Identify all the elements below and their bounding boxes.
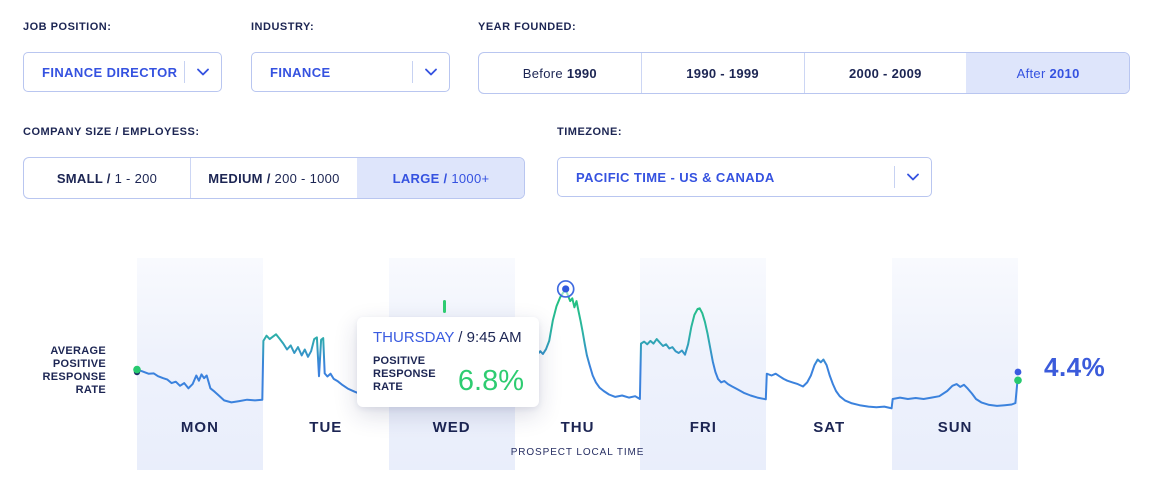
day-label: MON xyxy=(180,419,219,436)
day-label: SUN xyxy=(937,419,973,436)
day-label: SAT xyxy=(813,419,846,436)
response-rate-chart[interactable]: MON TUE WED THU FRI SAT SUN AVERAGE POSI… xyxy=(0,249,1154,494)
chevron-down-icon xyxy=(413,68,449,76)
day-column-tue: TUE xyxy=(263,258,389,470)
year-founded-filter: YEAR FOUNDED: Before 1990 1990 - 1999 20… xyxy=(478,21,1130,94)
series-start-dot xyxy=(133,365,141,374)
chart-plot[interactable] xyxy=(0,249,1154,494)
tooltip-metric-label: POSITIVE RESPONSE RATE xyxy=(373,355,436,393)
year-founded-segmented: Before 1990 1990 - 1999 2000 - 2009 Afte… xyxy=(478,52,1130,94)
day-column-sun: SUN xyxy=(892,258,1018,470)
highlight-point-dot xyxy=(562,285,570,293)
timezone-label: TIMEZONE: xyxy=(557,126,622,138)
avg-end-dot xyxy=(1014,368,1022,376)
company-size-filter: COMPANY SIZE / EMPLOYESS: SMALL / 1 - 20… xyxy=(23,126,525,199)
day-label: WED xyxy=(432,419,471,436)
divider xyxy=(894,166,895,188)
tooltip: THURSDAY / 9:45 AM POSITIVE RESPONSE RAT… xyxy=(357,317,539,407)
chevron-down-icon xyxy=(185,68,221,76)
job-position-filter: JOB POSITION: FINANCE DIRECTOR xyxy=(23,21,222,92)
job-position-label: JOB POSITION: xyxy=(23,21,112,33)
average-rate-value: 4.4% xyxy=(1044,352,1106,382)
industry-select[interactable]: FINANCE xyxy=(251,52,450,92)
timezone-select[interactable]: PACIFIC TIME - US & CANADA xyxy=(557,157,932,197)
company-size-label: COMPANY SIZE / EMPLOYESS: xyxy=(23,126,200,138)
year-option-1990-1999[interactable]: 1990 - 1999 xyxy=(640,53,804,93)
company-size-segmented: SMALL / 1 - 200 MEDIUM / 200 - 1000 LARG… xyxy=(23,157,525,199)
y-axis-label: AVERAGE POSITIVE RESPONSE RATE xyxy=(42,345,106,396)
year-founded-label: YEAR FOUNDED: xyxy=(478,21,577,33)
job-position-select[interactable]: FINANCE DIRECTOR xyxy=(23,52,222,92)
divider xyxy=(184,61,185,83)
response-rate-line xyxy=(136,288,1019,410)
day-column-fri: FRI xyxy=(640,258,767,470)
tooltip-time: THURSDAY / 9:45 AM xyxy=(373,329,522,346)
x-axis-title: PROSPECT LOCAL TIME xyxy=(510,447,645,458)
industry-value: FINANCE xyxy=(270,64,331,80)
timezone-filter: TIMEZONE: PACIFIC TIME - US & CANADA xyxy=(557,126,932,197)
chevron-down-icon xyxy=(895,173,931,181)
day-label: FRI xyxy=(689,419,717,436)
divider xyxy=(412,61,413,83)
cursor-tick-marker xyxy=(443,300,446,313)
year-option-before-1990[interactable]: Before 1990 xyxy=(522,65,597,81)
day-label: THU xyxy=(560,419,595,436)
day-column-sat: SAT xyxy=(766,258,892,470)
year-option-after-2010[interactable]: After 2010 xyxy=(966,53,1129,93)
day-label: TUE xyxy=(309,419,343,436)
size-option-medium[interactable]: MEDIUM / 200 - 1000 xyxy=(190,158,357,198)
industry-label: INDUSTRY: xyxy=(251,21,315,33)
year-option-2000-2009[interactable]: 2000 - 2009 xyxy=(803,53,967,93)
size-option-small[interactable]: SMALL / 1 - 200 xyxy=(56,170,158,186)
tooltip-value: 6.8% xyxy=(457,365,524,397)
series-end-dot xyxy=(1014,376,1022,385)
timezone-value: PACIFIC TIME - US & CANADA xyxy=(576,169,775,185)
day-column-thu: THU xyxy=(515,258,641,470)
job-position-value: FINANCE DIRECTOR xyxy=(42,64,178,80)
industry-filter: INDUSTRY: FINANCE xyxy=(251,21,450,92)
day-column-mon: MON xyxy=(137,258,263,470)
size-option-large[interactable]: LARGE / 1000+ xyxy=(357,158,524,198)
